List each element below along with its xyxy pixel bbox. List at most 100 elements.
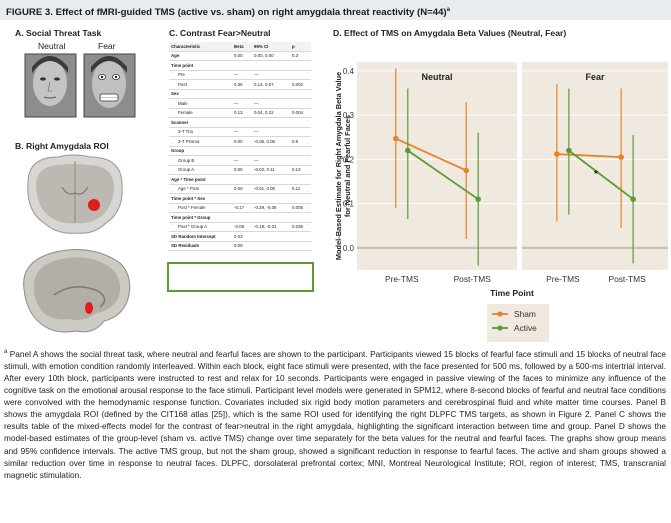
table-cell-p: 0.004 (290, 108, 311, 118)
results-table: Characteristic Beta 95% CI p Age 0.00 0.00… (169, 42, 311, 251)
table-cell-label: Post * Group A (169, 222, 232, 232)
x-tick-label: Pre-TMS (546, 274, 580, 284)
face-stimuli-image (24, 53, 136, 118)
table-row: SD Random Intercept 0.03 (169, 231, 311, 242)
y-axis-label: Model-Based Estimate for Right Amygdala … (334, 72, 352, 260)
table-cell-p: 0.3 (290, 51, 311, 61)
table-cell-ci (252, 146, 290, 156)
table-cell-ci: — (252, 155, 290, 166)
legend-marker-sham (497, 311, 503, 317)
table-cell-beta: 0.03 (232, 231, 252, 242)
table-cell-label: Post * Female (169, 203, 232, 213)
facet-title-neutral: Neutral (421, 72, 452, 82)
table-cell-beta (232, 146, 252, 156)
data-point-active (475, 196, 481, 202)
table-cell-beta: 0.36 (232, 79, 252, 90)
table-cell-label: Female (169, 108, 232, 118)
table-row: 3-T Trio — — (169, 127, 311, 137)
table-cell-beta (232, 193, 252, 204)
table-cell-beta: — (232, 127, 252, 137)
table-cell-p (290, 70, 311, 80)
table-cell-beta (232, 212, 252, 223)
table-cell-p (290, 212, 311, 223)
footnote-sup: a (4, 349, 8, 355)
panel-c-title: C. Contrast Fear>Neutral (169, 28, 271, 38)
data-point-active (405, 147, 411, 154)
table-cell-p (290, 146, 311, 156)
table-cell-beta: 0.00 (232, 136, 252, 147)
table-cell-beta: 0.00 (232, 184, 252, 194)
table-cell-ci (252, 212, 290, 223)
y-tick-label: 0.2 (343, 155, 355, 164)
table-cell-label: Post (169, 79, 232, 90)
face-label-fear: Fear (98, 41, 116, 51)
table-cell-p (290, 117, 311, 128)
data-point-sham (393, 135, 399, 142)
table-cell-beta (232, 174, 252, 185)
amygdala-roi-image (14, 153, 136, 333)
fear-face-image (83, 53, 136, 118)
x-tick-label: Post-TMS (609, 274, 647, 284)
table-cell-p (290, 127, 311, 137)
table-cell-ci (252, 117, 290, 128)
table-cell-ci (252, 89, 290, 99)
table-cell-ci: -0.06, 0.05 (252, 136, 290, 147)
table-row: Post 0.36 0.14, 0.57 0.002 (169, 79, 311, 90)
panel-d-title: D. Effect of TMS on Amygdala Beta Values… (333, 28, 567, 38)
table-row: Time point * Group (169, 212, 311, 223)
table-cell-ci (252, 231, 290, 242)
table-cell-label: Age * Post (169, 184, 232, 194)
table-cell-label: 3-T Trio (169, 127, 232, 137)
figure-title-sup: a (446, 7, 450, 13)
data-point-active (630, 196, 636, 202)
table-header: Beta (232, 42, 252, 52)
table-cell-ci (252, 174, 290, 185)
table-row: Age 0.00 0.00, 0.00 0.3 (169, 51, 311, 61)
table-cell-p: 0.13 (290, 165, 311, 175)
chart-legend: Sham Active (487, 304, 549, 342)
table-cell-beta: 0.00 (232, 51, 252, 61)
table-cell-p (290, 155, 311, 166)
table-cell-p (290, 193, 311, 204)
table-cell-beta: 0.05 (232, 165, 252, 175)
table-cell-ci: -0.29, -0.06 (252, 203, 290, 213)
table-cell-beta: -0.09 (232, 222, 252, 232)
table-cell-label: Sex (169, 89, 232, 99)
figure-title: FIGURE 3. Effect of fMRI-guided TMS (act… (0, 0, 671, 20)
table-cell-p (290, 174, 311, 185)
x-tick-label: Pre-TMS (385, 274, 419, 284)
table-cell-label: SD Random Intercept (169, 231, 232, 242)
facet-background-fear (522, 62, 668, 270)
table-cell-ci: 0.04, 0.22 (252, 108, 290, 118)
table-header-row: Characteristic Beta 95% CI p (169, 42, 311, 52)
series-line-active (407, 149, 479, 200)
figure-title-text: FIGURE 3. Effect of fMRI-guided TMS (act… (6, 7, 447, 19)
table-cell-p: 0.11 (290, 184, 311, 194)
panel-b-title: B. Right Amygdala ROI (15, 141, 109, 151)
table-header: Characteristic (169, 42, 232, 52)
table-cell-beta: 0.09 (232, 241, 252, 251)
table-row: Time point (169, 60, 311, 71)
table-row: Group A 0.05 -0.02, 0.11 0.13 (169, 165, 311, 175)
table-cell-beta (232, 60, 252, 71)
table-cell-beta (232, 89, 252, 99)
data-point-sham (618, 154, 624, 160)
table-cell-ci: 0.00, 0.00 (252, 51, 290, 61)
table-cell-label: Time point (169, 60, 232, 71)
table-cell-beta: — (232, 98, 252, 109)
amygdala-roi-sagittal (85, 302, 93, 314)
y-tick-label: 0.3 (343, 111, 355, 120)
x-axis-label: Time Point (490, 288, 534, 298)
series-line-sham (556, 153, 622, 159)
table-cell-label: 3-T Prisma (169, 136, 232, 147)
data-point-sham (554, 151, 560, 157)
table-cell-p (290, 89, 311, 99)
table-cell-p: 0.035 (290, 222, 311, 232)
table-cell-label: Time point * Group (169, 212, 232, 223)
table-cell-p (290, 231, 311, 242)
table-cell-label: SD Residuals (169, 241, 232, 251)
table-row: Pre — — (169, 70, 311, 80)
panel-a-title: A. Social Threat Task (15, 28, 102, 38)
table-cell-ci: -0.02, 0.11 (252, 165, 290, 175)
table-cell-label: Age * Time point (169, 174, 232, 185)
